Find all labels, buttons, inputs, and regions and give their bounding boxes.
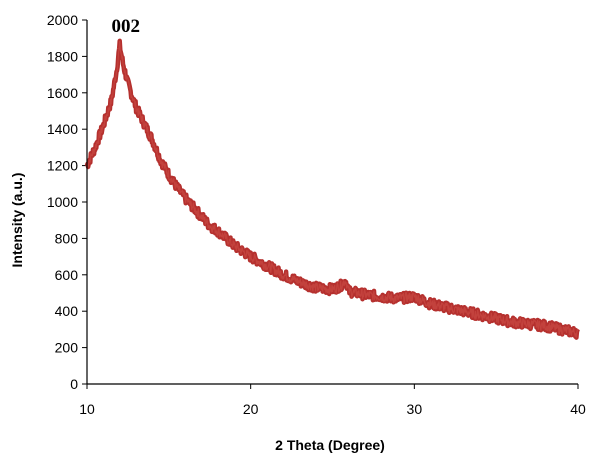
y-tick-label: 400 xyxy=(55,303,79,319)
y-tick-label: 1200 xyxy=(47,158,78,174)
x-tick-label: 30 xyxy=(407,401,423,417)
y-tick-label: 1800 xyxy=(47,48,78,64)
y-axis-ticks: 0 200 400 600 800 1000 1200 1400 1600 1800 2000 xyxy=(47,12,87,392)
x-tick-label: 20 xyxy=(243,401,259,417)
peak-annotation: 002 xyxy=(111,16,140,37)
y-tick-label: 1400 xyxy=(47,121,78,137)
y-axis-title: Intensity (a.u.) xyxy=(9,173,25,268)
x-tick-label: 10 xyxy=(79,401,95,417)
y-tick-label: 600 xyxy=(55,267,79,283)
plot-area: 002 xyxy=(84,16,580,340)
y-tick-label: 800 xyxy=(55,230,79,246)
x-axis-ticks: 10 20 30 40 xyxy=(79,384,586,417)
y-tick-label: 200 xyxy=(55,340,79,356)
x-tick-label: 40 xyxy=(570,401,586,417)
y-tick-label: 1600 xyxy=(47,85,78,101)
series-line-highlight xyxy=(86,40,579,338)
y-tick-label: 2000 xyxy=(47,12,78,28)
y-tick-label: 0 xyxy=(70,376,78,392)
y-tick-label: 1000 xyxy=(47,194,78,210)
series-line xyxy=(84,38,580,340)
x-axis-title: 2 Theta (Degree) xyxy=(275,437,385,453)
